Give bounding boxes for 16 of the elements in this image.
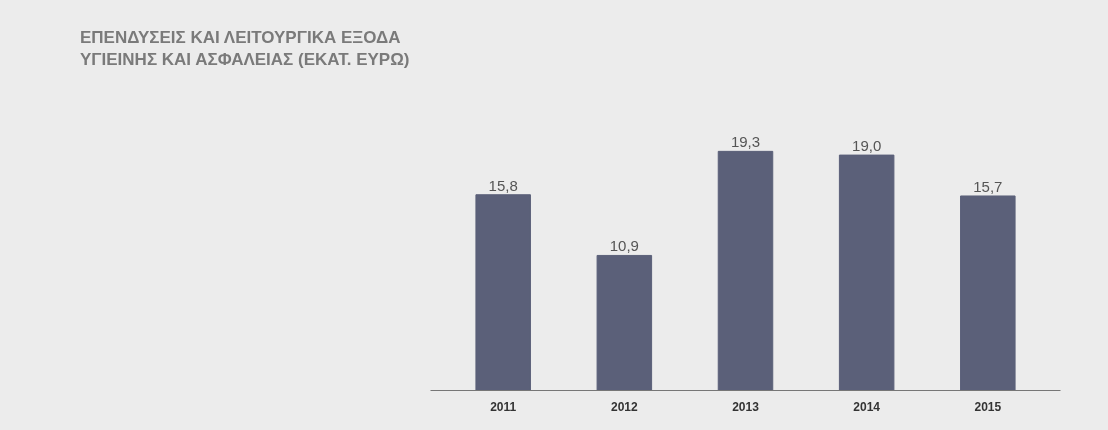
data-label: 15,7 (973, 177, 1003, 195)
text: ΕΠΕΝΔΥΣΕΙΣ ΚΑΙ ΛΕΙΤΟΥΡΓΙΚΑ ΕΞΟΔΑ ΥΓΙΕΙΝΗΣ ΚΑΙ ΑΣΦΑΛΕΙΑΣ (ΕΚΑΤ. ΕΥΡΩ) (79, 27, 410, 71)
bar (717, 150, 774, 391)
bar (596, 254, 653, 391)
x-tick-label: 2012 (611, 399, 639, 414)
data-label: 19,0 (852, 137, 882, 155)
x-tick-label: 2015 (974, 399, 1002, 414)
bar (960, 195, 1016, 391)
x-tick-label: 2013 (732, 399, 760, 414)
x-tick-label: 2014 (853, 399, 881, 414)
data-label: 19,3 (730, 133, 761, 151)
bar (475, 194, 531, 391)
data-label: 15,8 (488, 176, 518, 194)
x-tick-label: 2011 (490, 399, 517, 414)
data-label: 10,9 (609, 237, 639, 255)
bar (838, 154, 895, 391)
